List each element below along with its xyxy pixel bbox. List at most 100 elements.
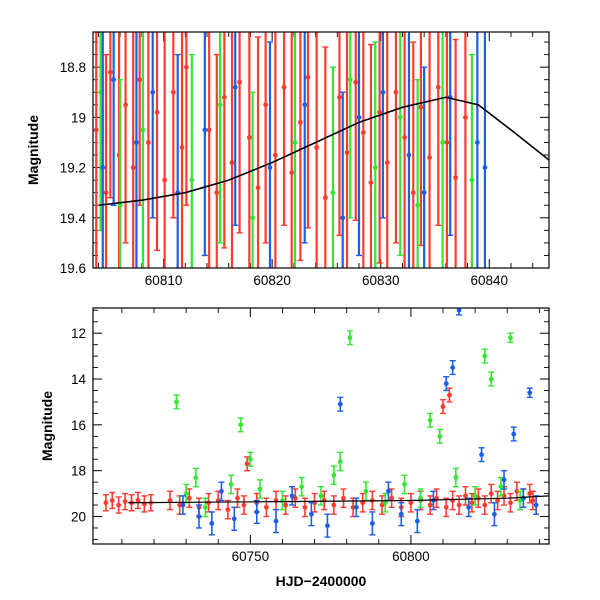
bottom-red-point xyxy=(234,488,241,509)
bottom-green-point xyxy=(401,474,408,495)
bottom-red-point xyxy=(529,490,536,511)
bottom-x-tick-label: 60800 xyxy=(392,549,430,564)
bottom-red-point xyxy=(330,495,337,515)
bottom-plot-frame xyxy=(92,307,550,545)
bottom-green-point xyxy=(452,467,459,488)
top-red-point xyxy=(352,32,359,221)
top-blue-point xyxy=(301,32,308,244)
top-red-point xyxy=(304,32,311,229)
top-red-point xyxy=(336,32,343,237)
bottom-blue-point xyxy=(449,359,456,376)
bottom-blue-point xyxy=(195,504,202,529)
bottom-red-point xyxy=(507,492,514,513)
top-red-point xyxy=(314,32,320,268)
bottom-blue-point xyxy=(465,497,472,518)
top-red-point xyxy=(107,32,114,199)
bottom-red-point xyxy=(359,492,366,513)
bottom-blue-point xyxy=(208,511,215,536)
bottom-red-point xyxy=(468,492,475,513)
bottom-red-point xyxy=(122,492,129,511)
top-red-point xyxy=(273,32,278,268)
bottom-red-point xyxy=(134,491,141,510)
top-blue-point xyxy=(149,32,156,219)
bottom-green-point xyxy=(382,492,389,513)
bottom-red-point xyxy=(244,456,251,472)
top-green-point xyxy=(292,32,298,268)
bottom-y-tick-label: 18 xyxy=(71,464,86,479)
bottom-red-point xyxy=(443,497,450,518)
bottom-green-point xyxy=(247,451,254,467)
top-green-point xyxy=(139,32,146,268)
top-red-point xyxy=(136,32,143,206)
top-blue-point xyxy=(110,32,117,206)
bottom-blue-point xyxy=(218,481,225,502)
top-red-point xyxy=(93,32,99,268)
bottom-green-point xyxy=(517,490,524,511)
top-red-point xyxy=(376,32,383,264)
top-red-point xyxy=(462,32,469,268)
bottom-blue-point xyxy=(273,508,280,534)
bottom-red-point xyxy=(167,490,174,511)
top-red-point xyxy=(236,32,243,234)
top-blue-point xyxy=(339,91,346,268)
bottom-red-point xyxy=(186,488,193,509)
top-green-point xyxy=(117,79,124,268)
top-green-point xyxy=(468,53,475,268)
top-blue-point xyxy=(100,32,106,268)
bottom-blue-point xyxy=(231,506,238,531)
top-green-point xyxy=(372,41,379,268)
bottom-blue-point xyxy=(398,502,405,527)
bottom-y-axis-label: Magnitude xyxy=(39,391,55,461)
top-red-point xyxy=(452,38,459,268)
bottom-model-curve xyxy=(128,495,549,504)
bottom-green-point xyxy=(228,474,235,495)
top-red-point xyxy=(221,32,228,249)
bottom-green-point xyxy=(472,486,479,506)
bottom-blue-point xyxy=(414,508,421,534)
bottom-red-point xyxy=(224,499,231,520)
top-red-point xyxy=(229,32,235,268)
top-red-point xyxy=(246,32,252,268)
top-axis-ticks: 60810 60820 60830 60840 18.8 19 19.2 19.4 19.6 xyxy=(60,32,549,288)
bottom-blue-point xyxy=(510,426,517,442)
top-y-tick-label: 19.2 xyxy=(60,161,86,176)
bottom-red-point xyxy=(273,490,280,511)
top-data-points xyxy=(93,32,488,268)
top-y-tick-label: 19.6 xyxy=(60,261,86,276)
top-red-point xyxy=(427,32,432,268)
top-y-tick-label: 19.4 xyxy=(60,211,87,226)
top-x-tick-label: 60820 xyxy=(253,273,291,288)
top-x-tick-label: 60840 xyxy=(471,273,509,288)
bottom-red-point xyxy=(109,491,116,510)
top-red-point xyxy=(402,32,407,268)
bottom-green-point xyxy=(337,451,344,472)
top-y-axis-label: Magnitude xyxy=(25,115,41,185)
top-red-point xyxy=(103,53,110,268)
bottom-green-point xyxy=(192,467,199,488)
bottom-green-point xyxy=(346,330,353,346)
top-red-point xyxy=(183,32,190,206)
bottom-red-point xyxy=(462,486,469,506)
bottom-blue-point xyxy=(179,495,186,515)
bottom-x-axis-label: HJD−2400000 xyxy=(276,573,367,589)
bottom-blue-point xyxy=(456,308,463,316)
top-blue-point xyxy=(447,32,454,237)
top-blue-point xyxy=(266,41,273,268)
top-green-point xyxy=(217,32,224,244)
bottom-red-point xyxy=(456,495,463,515)
bottom-green-point xyxy=(481,348,488,364)
top-blue-point xyxy=(134,32,139,268)
top-red-point xyxy=(360,32,366,268)
top-red-point xyxy=(410,41,417,268)
bottom-blue-point xyxy=(308,502,315,527)
top-red-point xyxy=(384,32,390,268)
bottom-red-point xyxy=(513,481,520,502)
bottom-green-point xyxy=(173,394,180,410)
top-red-point xyxy=(392,32,399,244)
top-blue-point xyxy=(201,32,208,257)
top-red-point xyxy=(154,32,161,252)
top-y-tick-label: 18.8 xyxy=(60,60,86,75)
top-red-point xyxy=(179,32,185,268)
bottom-red-point xyxy=(440,398,447,415)
bottom-green-point xyxy=(256,479,263,499)
